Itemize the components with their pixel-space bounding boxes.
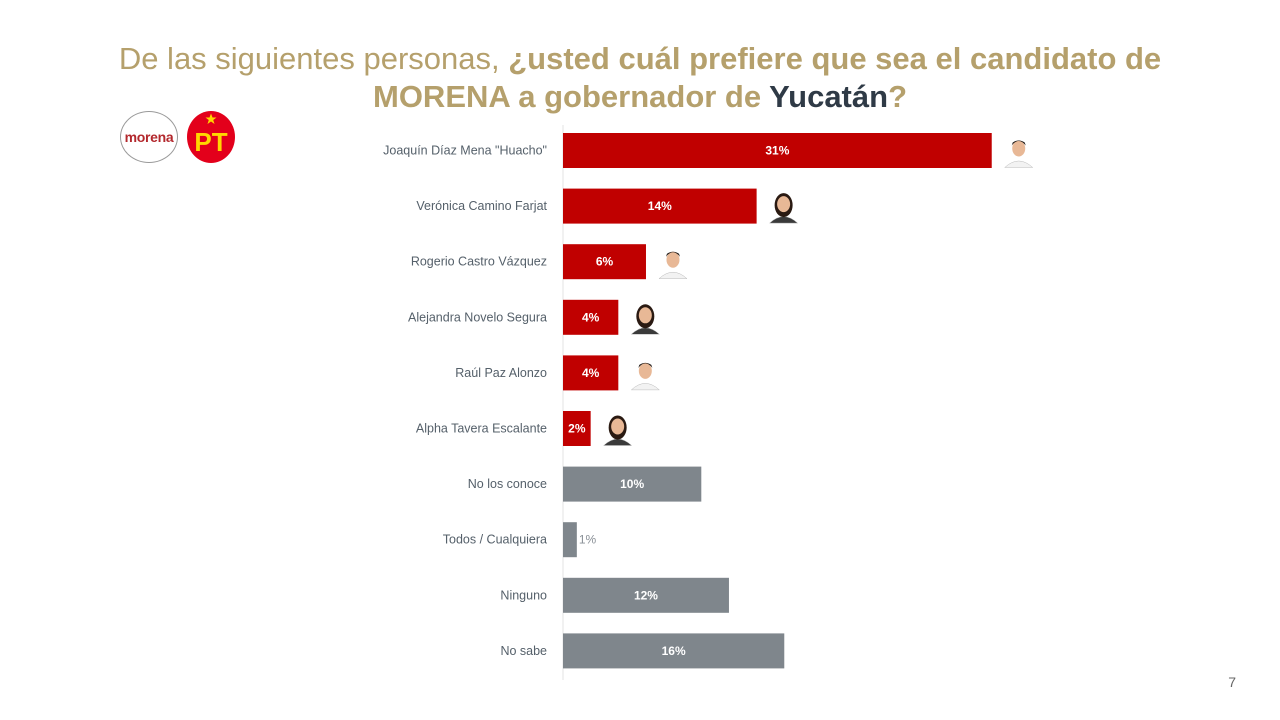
title-line-2: MORENA a gobernador de Yucatán?: [0, 78, 1280, 116]
category-label: Todos / Cualquiera: [443, 533, 547, 547]
category-label: Ninguno: [500, 588, 547, 602]
man-portrait-icon: [658, 251, 688, 279]
category-label: No sabe: [500, 644, 547, 658]
bar: [563, 188, 757, 224]
bar: [563, 133, 992, 168]
woman-portrait-icon: [603, 415, 633, 446]
title-part-3: MORENA a gobernador de: [373, 79, 770, 114]
data-label: 1%: [579, 533, 597, 547]
data-label: 6%: [596, 255, 614, 269]
man-portrait-icon: [630, 362, 660, 391]
page-number: 7: [1228, 674, 1236, 690]
category-label: Alejandra Novelo Segura: [408, 310, 547, 324]
bar: [563, 411, 591, 446]
chart-title: De las siguientes personas, ¿usted cuál …: [0, 40, 1280, 116]
bar: [563, 244, 646, 280]
title-part-1: De las siguientes personas,: [118, 41, 509, 76]
category-label: Joaquín Díaz Mena "Huacho": [383, 144, 547, 158]
woman-portrait-icon: [630, 304, 660, 335]
woman-portrait-icon: [768, 193, 799, 224]
star-icon: [205, 113, 217, 124]
bar: [563, 633, 785, 669]
title-line-1: De las siguientes personas, ¿usted cuál …: [0, 40, 1280, 78]
man-portrait-icon: [1004, 140, 1034, 168]
bar: [563, 466, 702, 502]
data-label: 4%: [582, 310, 600, 324]
data-label: 12%: [634, 588, 658, 602]
pt-logo-text: PT: [194, 126, 228, 157]
category-label: Rogerio Castro Vázquez: [411, 255, 547, 269]
category-label: Alpha Tavera Escalante: [416, 422, 547, 436]
data-label: 31%: [765, 144, 789, 158]
title-part-4: Yucatán: [769, 79, 889, 114]
title-part-5: ?: [888, 79, 907, 114]
category-label: Raúl Paz Alonzo: [455, 366, 547, 380]
bar: [563, 522, 577, 558]
data-label: 16%: [662, 644, 686, 658]
category-label: No los conoce: [468, 477, 547, 491]
pt-logo: PT: [187, 111, 235, 163]
data-label: 10%: [620, 477, 644, 491]
title-part-2: ¿usted cuál prefiere que sea el candidat…: [508, 41, 1162, 76]
data-label: 14%: [648, 199, 672, 213]
data-label: 4%: [582, 366, 600, 380]
category-label: Verónica Camino Farjat: [416, 199, 547, 213]
bar: [563, 355, 619, 391]
data-label: 2%: [568, 422, 586, 436]
morena-logo: morena: [120, 111, 178, 163]
bar: [563, 299, 619, 335]
morena-logo-text: morena: [124, 129, 174, 145]
bar: [563, 577, 729, 613]
